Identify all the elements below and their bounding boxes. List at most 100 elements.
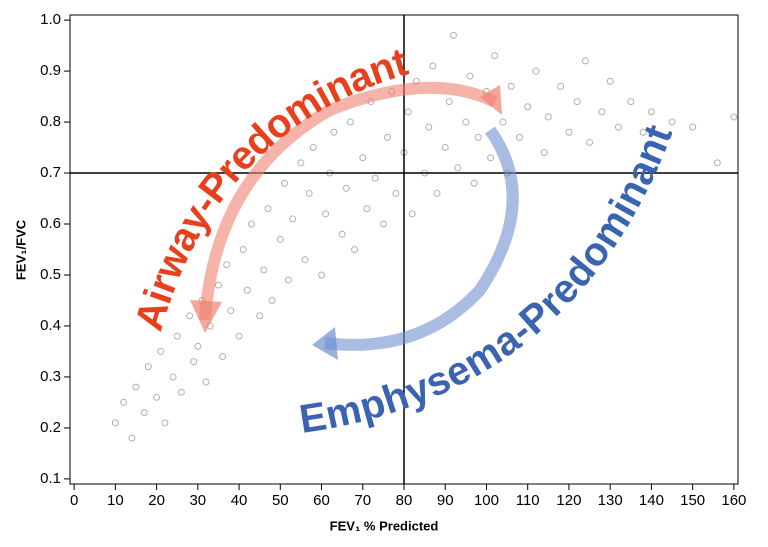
- point: [392, 189, 400, 197]
- point: [462, 118, 470, 126]
- point: [301, 256, 309, 264]
- point: [264, 205, 272, 213]
- point: [668, 118, 676, 126]
- x-tick-label: 70: [354, 492, 371, 509]
- point: [433, 189, 441, 197]
- point: [429, 62, 437, 70]
- point: [470, 179, 478, 187]
- point: [318, 271, 326, 279]
- point: [247, 220, 255, 228]
- point: [120, 398, 128, 406]
- point: [223, 261, 231, 269]
- point: [330, 128, 338, 136]
- point: [408, 210, 416, 218]
- x-tick-label: 150: [680, 492, 705, 509]
- point: [359, 154, 367, 162]
- point: [297, 159, 305, 167]
- point: [371, 174, 379, 182]
- x-tick-label: 110: [516, 492, 540, 509]
- y-tick-label: 0.7: [40, 164, 61, 181]
- arrow-head: [190, 300, 222, 333]
- point: [499, 118, 507, 126]
- point: [285, 276, 293, 284]
- point: [177, 388, 185, 396]
- point: [363, 205, 371, 213]
- arrow: [199, 81, 498, 321]
- x-tick-label: 120: [556, 492, 581, 509]
- point: [532, 67, 540, 75]
- point: [581, 57, 589, 65]
- point: [202, 378, 210, 386]
- annotation: Airway-Predominant: [126, 40, 412, 336]
- y-axis-title: FEV₁/FVC: [13, 219, 28, 280]
- point: [404, 108, 412, 116]
- y-tick-label: 0.3: [40, 368, 61, 385]
- y-tick-label: 0.2: [40, 419, 61, 436]
- point: [351, 246, 359, 253]
- point: [289, 215, 297, 223]
- point: [305, 189, 313, 197]
- x-tick-label: 0: [70, 492, 78, 509]
- point: [573, 98, 581, 106]
- point: [557, 82, 565, 90]
- point: [186, 312, 194, 320]
- point: [219, 353, 227, 361]
- point: [338, 230, 346, 238]
- point: [586, 138, 594, 146]
- point: [454, 164, 462, 172]
- y-tick-label: 0.5: [40, 266, 61, 283]
- x-tick-label: 160: [721, 492, 746, 509]
- y-tick-label: 0.1: [40, 470, 61, 487]
- y-tick-label: 0.9: [40, 62, 61, 79]
- point: [449, 31, 457, 39]
- point: [565, 128, 573, 136]
- x-tick-label: 10: [107, 492, 124, 509]
- x-tick-label: 20: [148, 492, 165, 509]
- arrow-head: [312, 327, 338, 360]
- point: [309, 144, 317, 152]
- point: [190, 358, 198, 366]
- point: [441, 144, 449, 152]
- point: [515, 133, 523, 141]
- point: [487, 154, 495, 162]
- point: [384, 133, 392, 141]
- y-tick-label: 1.0: [40, 11, 61, 28]
- point: [243, 286, 251, 294]
- point: [689, 123, 697, 131]
- point: [268, 296, 276, 304]
- point: [256, 312, 264, 320]
- point: [214, 281, 222, 289]
- point: [445, 98, 453, 106]
- point: [194, 342, 202, 350]
- x-tick-label: 50: [272, 492, 289, 509]
- point: [140, 409, 148, 417]
- x-tick-label: 90: [437, 492, 454, 509]
- x-tick-label: 130: [598, 492, 623, 509]
- point: [342, 184, 350, 192]
- point: [227, 307, 235, 315]
- point: [280, 179, 288, 187]
- point: [322, 210, 330, 218]
- point: [153, 393, 161, 401]
- point: [540, 149, 548, 157]
- point: [260, 266, 268, 274]
- point: [614, 123, 622, 131]
- arrow: [324, 126, 519, 351]
- point: [128, 434, 136, 442]
- point: [639, 128, 647, 136]
- point: [239, 246, 247, 253]
- arrow-tail: [480, 85, 502, 115]
- point: [713, 159, 721, 167]
- point: [161, 419, 169, 427]
- x-axis-title: FEV₁ % Predicted: [330, 518, 439, 533]
- x-tick-label: 60: [313, 492, 330, 509]
- point: [491, 52, 499, 60]
- point: [235, 332, 243, 340]
- point: [144, 363, 152, 371]
- y-tick-label: 0.6: [40, 215, 61, 232]
- point: [730, 113, 738, 121]
- point: [474, 133, 482, 141]
- point: [346, 118, 354, 126]
- point: [379, 220, 387, 228]
